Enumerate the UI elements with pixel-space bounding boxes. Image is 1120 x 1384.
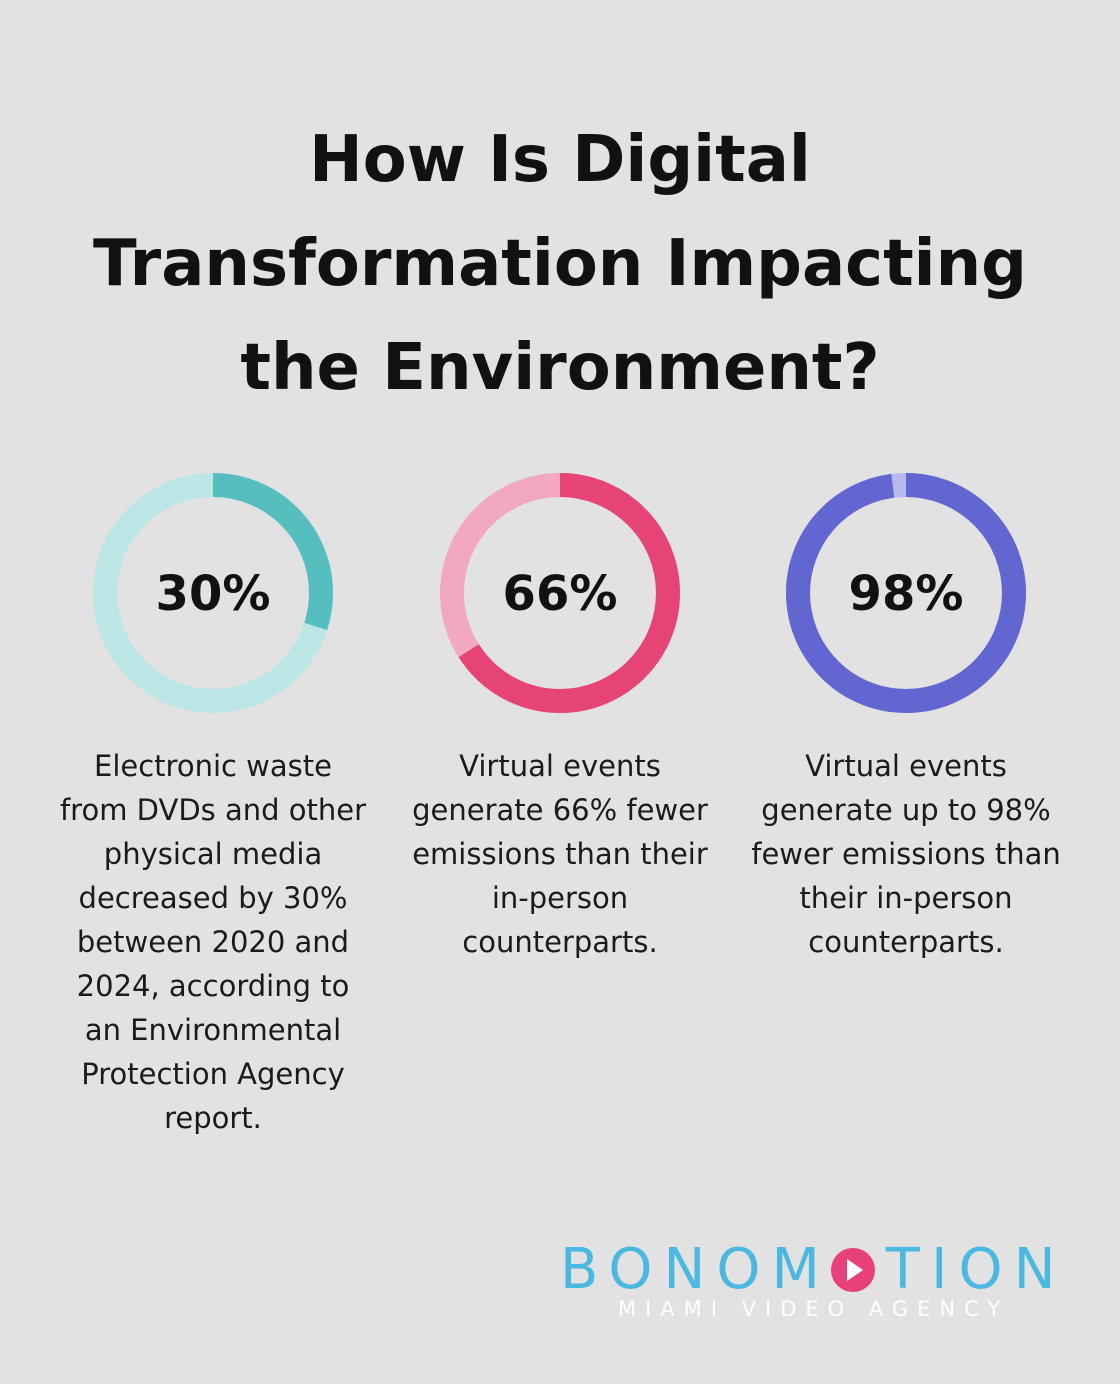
description-line: generate up to 98% (761, 793, 1051, 827)
donut-value-label: 66% (503, 566, 618, 622)
description-line: Virtual events (805, 749, 1007, 783)
stat-card-virtual-events-98: 98% Virtual events generate up to 98% fe… (746, 472, 1066, 964)
logo-wordmark: BONOM TION (560, 1237, 1056, 1302)
donut-value-arc (786, 473, 1026, 713)
play-circle-icon (830, 1248, 875, 1292)
logo-wordmark-start: BONOM (560, 1237, 831, 1302)
title-line: Transformation Impacting (93, 227, 1027, 301)
description-line: between 2020 and (76, 925, 350, 959)
donut-value-arc (93, 473, 333, 713)
description-line: Virtual events (459, 749, 661, 783)
donut-value-label: 30% (156, 566, 271, 622)
description-line: from DVDs and other (59, 793, 367, 827)
stat-description: Virtual events generate up to 98% fewer … (746, 744, 1066, 964)
description-line: Protection Agency (81, 1057, 345, 1091)
description-line: report. (164, 1101, 262, 1135)
description-line: Electronic waste (94, 749, 332, 783)
description-line: decreased by 30% (78, 881, 348, 915)
donut-value-label: 98% (849, 566, 964, 622)
stat-card-ewaste: 30% Electronic waste from DVDs and other… (53, 472, 373, 1140)
stat-description: Electronic waste from DVDs and other phy… (53, 744, 373, 1140)
description-line: their in-person (799, 881, 1013, 915)
description-line: in-person (491, 881, 629, 915)
description-line: emissions than their (412, 837, 708, 871)
stat-description: Virtual events generate 66% fewer emissi… (400, 744, 720, 964)
logo-tagline: MIAMI VIDEO AGENCY (618, 1297, 1010, 1321)
description-line: an Environmental (84, 1013, 342, 1047)
description-line: fewer emissions than (751, 837, 1061, 871)
description-line: generate 66% fewer (412, 793, 708, 827)
title-line: How Is Digital (309, 123, 811, 197)
donut-value-arc (440, 473, 680, 713)
description-line: counterparts. (808, 925, 1004, 959)
logo-wordmark-end: TION (885, 1237, 1067, 1302)
brand-logo: BONOM TION MIAMI VIDEO AGENCY (560, 1240, 1060, 1330)
description-line: physical media (103, 837, 323, 871)
donut-chart: 30% (93, 473, 333, 713)
description-line: counterparts. (462, 925, 658, 959)
page-title: How Is Digital Transformation Impacting … (60, 108, 1060, 420)
description-line: 2024, according to (76, 969, 350, 1003)
donut-chart: 66% (440, 473, 680, 713)
title-line: the Environment? (240, 331, 880, 405)
donut-chart: 98% (786, 473, 1026, 713)
stat-card-virtual-events-66: 66% Virtual events generate 66% fewer em… (400, 472, 720, 964)
